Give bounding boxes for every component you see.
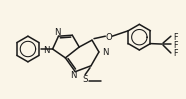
Text: N: N: [54, 28, 61, 37]
Text: N: N: [43, 46, 50, 55]
Text: N: N: [70, 71, 76, 80]
Text: O: O: [105, 33, 112, 42]
Text: S: S: [82, 75, 88, 84]
Text: F: F: [173, 33, 177, 42]
Text: F: F: [173, 41, 177, 50]
Text: F: F: [173, 50, 177, 58]
Text: N: N: [102, 49, 108, 57]
